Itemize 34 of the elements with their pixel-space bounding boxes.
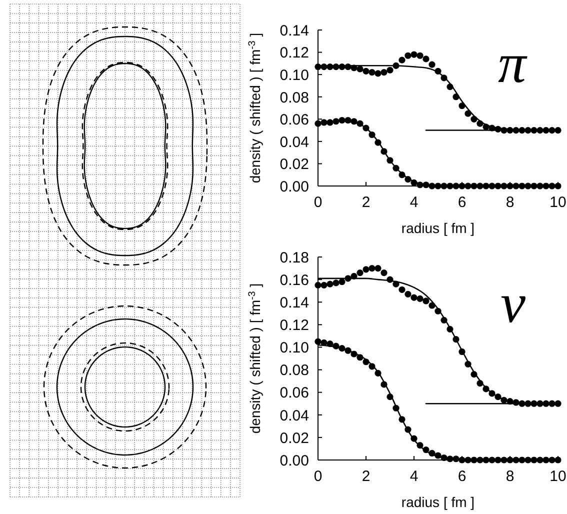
x-axis-title: radius [ fm ] (401, 220, 475, 236)
y-tick-label: 0.14 (280, 22, 309, 40)
annotation: π (498, 33, 528, 95)
y-tick-label: 0.00 (280, 452, 309, 470)
y-tick-label: 0.10 (280, 340, 309, 357)
x-tick-label: 6 (458, 468, 466, 485)
y-tick-label: 0.02 (280, 156, 309, 174)
y-tick-label: 0.06 (280, 384, 309, 402)
x-tick-label: 4 (410, 468, 418, 485)
y-tick-label: 0.10 (280, 66, 309, 84)
y-tick-label: 0.04 (280, 407, 309, 424)
x-tick-label: 8 (506, 194, 514, 211)
x-tick-label: 10 (550, 194, 566, 211)
y-tick-label: 0.02 (280, 430, 309, 447)
y-tick-label: 0.16 (280, 272, 309, 289)
annotation: ν (500, 273, 526, 335)
y-tick-label: 0.12 (280, 44, 309, 62)
y-tick-label: 0.04 (280, 134, 309, 151)
y-tick-label: 0.06 (280, 112, 309, 129)
x-tick-label: 2 (362, 468, 370, 485)
x-tick-label: 8 (506, 468, 514, 485)
x-tick-label: 6 (458, 194, 466, 211)
y-tick-label: 0.00 (280, 178, 309, 196)
x-tick-label: 0 (314, 194, 322, 211)
x-tick-label: 10 (550, 468, 566, 485)
y-tick-label: 0.08 (280, 89, 309, 106)
x-axis-title: radius [ fm ] (401, 494, 475, 510)
y-tick-label: 0.12 (280, 317, 309, 334)
x-tick-label: 2 (362, 194, 370, 211)
y-tick-label: 0.14 (280, 294, 309, 312)
y-tick-label: 0.08 (280, 362, 309, 380)
y-tick-label: 0.18 (280, 249, 309, 266)
x-tick-label: 4 (410, 194, 418, 211)
x-tick-label: 0 (314, 468, 322, 485)
